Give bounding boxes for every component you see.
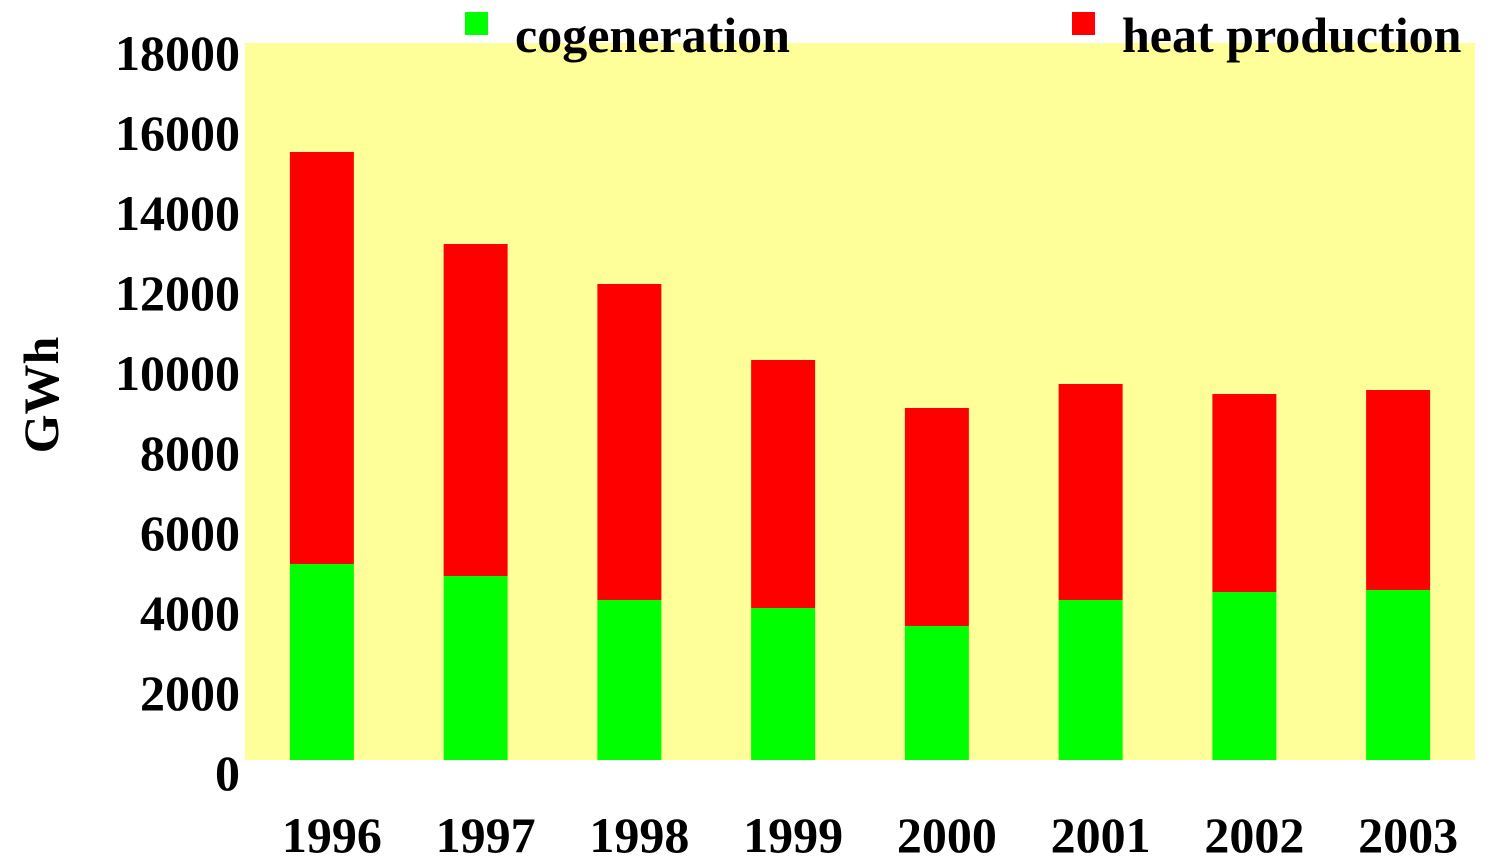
x-tick-label: 1998	[589, 807, 689, 859]
plot-background	[245, 43, 1475, 760]
legend-label: heat production	[1122, 7, 1462, 63]
y-tick-label: 6000	[140, 505, 240, 561]
x-tick-label: 2003	[1358, 807, 1458, 859]
x-tick-label: 2001	[1051, 807, 1151, 859]
legend-label: cogeneration	[515, 7, 790, 63]
y-tick-label: 16000	[115, 105, 240, 161]
bar-segment	[1212, 592, 1277, 760]
bar-segment	[751, 608, 816, 760]
y-tick-label: 0	[215, 745, 240, 801]
y-tick-label: 18000	[115, 25, 240, 81]
bar-segment	[443, 244, 508, 576]
x-tick-label: 1999	[743, 807, 843, 859]
y-tick-label: 2000	[140, 665, 240, 721]
bar-segment	[904, 626, 969, 760]
bar-segment	[904, 408, 969, 626]
y-tick-label: 12000	[115, 265, 240, 321]
y-tick-label: 10000	[115, 345, 240, 401]
x-tick-label: 1996	[282, 807, 382, 859]
bar-segment	[1366, 390, 1431, 590]
y-tick-label: 14000	[115, 185, 240, 241]
legend-swatch	[1072, 12, 1095, 35]
bar-segment	[1058, 600, 1123, 760]
x-tick-label: 2002	[1204, 807, 1304, 859]
y-axis-label: GWh	[13, 336, 69, 453]
bar-segment	[1058, 384, 1123, 600]
bar-segment	[289, 152, 354, 564]
bar-segment	[597, 600, 662, 760]
x-tick-label: 1997	[436, 807, 536, 859]
x-tick-label: 2000	[897, 807, 997, 859]
y-tick-label: 8000	[140, 425, 240, 481]
bar-segment	[1212, 394, 1277, 592]
bar-segment	[289, 564, 354, 760]
bar-segment	[1366, 590, 1431, 760]
bar-segment	[597, 284, 662, 600]
bar-segment	[443, 576, 508, 760]
y-tick-label: 4000	[140, 585, 240, 641]
legend-swatch	[465, 12, 488, 35]
bar-segment	[751, 360, 816, 608]
